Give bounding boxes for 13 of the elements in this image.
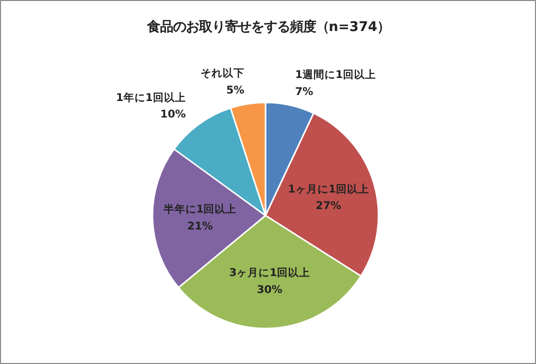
data-label: 7% [295,85,314,98]
slice-label: 1年に1回以上 [116,90,186,104]
data-label: 30% [256,282,283,296]
data-label: 5% [226,84,245,97]
chart-title: 食品のお取り寄せをする頻度（n=374） [146,19,390,35]
data-label: 27% [316,199,342,212]
data-label: 21% [187,220,214,233]
slice-label: 3ヶ月に1回以上 [229,266,310,279]
slice-label: 1週間に1回以上 [295,68,376,82]
data-label: 10% [160,108,186,121]
slice-label: それ以下 [200,66,244,80]
slice-label: 1ヶ月に1回以上 [288,182,369,196]
slice-label: 半年に1回以上 [162,202,237,216]
